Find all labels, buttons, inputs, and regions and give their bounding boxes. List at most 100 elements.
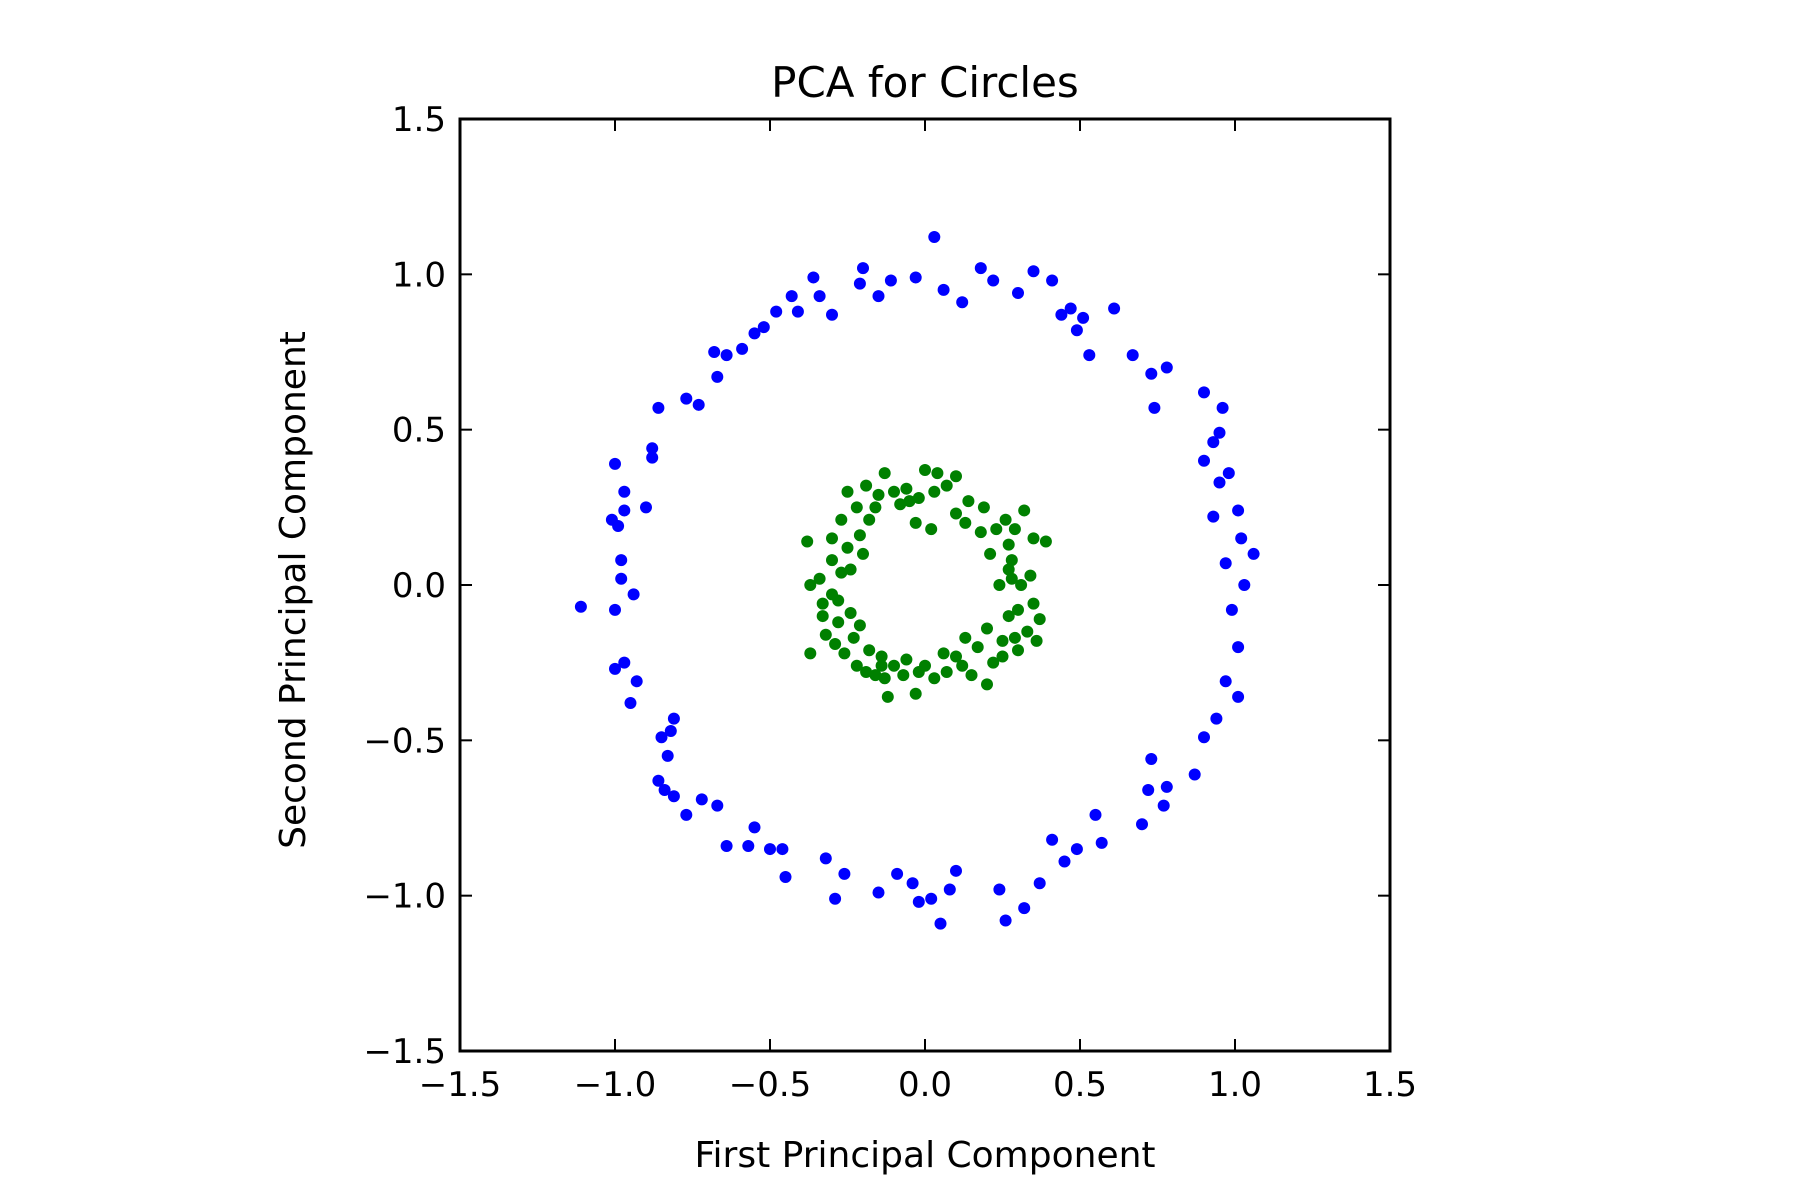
data-point	[1027, 597, 1040, 610]
data-point	[1232, 504, 1245, 517]
data-point	[1008, 523, 1021, 536]
data-point	[720, 839, 733, 852]
data-point	[1232, 690, 1245, 703]
data-point	[990, 523, 1003, 536]
data-point	[826, 554, 838, 567]
data-point	[909, 687, 922, 700]
data-point	[956, 659, 969, 672]
data-point	[891, 867, 904, 880]
data-point	[615, 572, 628, 585]
data-point	[925, 892, 938, 905]
data-point	[869, 669, 882, 682]
data-point	[646, 451, 659, 464]
data-point	[748, 327, 761, 340]
data-point	[1219, 675, 1232, 688]
y-tick-label: −1.5	[363, 1032, 446, 1072]
x-tick-label: −0.5	[729, 1065, 812, 1105]
data-point	[928, 231, 941, 244]
data-point	[770, 305, 783, 318]
data-point	[692, 398, 705, 411]
data-point	[965, 669, 978, 682]
data-point	[1033, 613, 1046, 626]
data-point	[801, 535, 814, 548]
data-point	[835, 513, 848, 526]
data-point	[826, 532, 838, 545]
data-point	[1232, 641, 1245, 654]
data-point	[987, 274, 1000, 287]
data-point	[974, 262, 987, 275]
data-point	[1027, 532, 1040, 545]
data-point	[680, 808, 693, 821]
data-point	[1012, 603, 1024, 616]
x-tick-label: −1.5	[419, 1065, 502, 1105]
data-point	[950, 507, 962, 520]
data-point	[609, 603, 621, 616]
data-point	[971, 641, 984, 654]
data-point	[950, 470, 962, 483]
data-point	[999, 513, 1012, 526]
y-tick-label: 0.5	[392, 411, 446, 451]
data-point	[605, 513, 618, 526]
data-point	[609, 662, 621, 675]
data-point	[860, 479, 873, 492]
data-point	[1002, 538, 1015, 551]
data-point	[872, 290, 885, 303]
data-point	[909, 516, 922, 529]
data-point	[1207, 436, 1220, 449]
data-point	[1005, 554, 1018, 567]
data-point	[937, 283, 950, 296]
data-point	[764, 843, 776, 856]
data-point	[711, 799, 724, 812]
data-point	[857, 262, 869, 275]
data-point	[1077, 311, 1090, 324]
data-point	[912, 492, 925, 505]
y-axis: −1.5 −1.0 −0.5 0.0 0.5 1.0 1.5	[363, 100, 1390, 1072]
data-point	[878, 467, 891, 480]
y-tick-label: 1.5	[392, 100, 446, 140]
data-point	[807, 271, 820, 284]
data-point	[1024, 569, 1037, 582]
y-tick-label: 1.0	[392, 255, 446, 295]
data-point	[742, 839, 755, 852]
data-point	[652, 401, 665, 414]
data-point	[878, 672, 891, 685]
data-point	[981, 622, 993, 635]
data-point	[1015, 579, 1028, 591]
y-axis-label: Second Principal Component	[273, 331, 314, 849]
data-point	[804, 647, 817, 660]
data-point	[881, 690, 894, 703]
y-tick-label: 0.0	[392, 566, 446, 606]
data-point	[658, 784, 671, 797]
data-point	[736, 342, 749, 355]
data-point	[667, 712, 680, 725]
data-point	[1207, 510, 1220, 523]
data-point	[919, 464, 931, 477]
data-point	[937, 647, 950, 660]
data-point	[928, 672, 941, 685]
data-point	[900, 482, 913, 495]
data-point	[791, 305, 804, 318]
data-point	[1008, 631, 1021, 644]
data-point	[720, 349, 733, 362]
data-point	[1198, 454, 1210, 467]
data-point	[1046, 274, 1059, 287]
data-point	[872, 886, 885, 899]
data-point	[1018, 504, 1031, 517]
data-point	[776, 843, 789, 856]
data-point	[804, 579, 817, 591]
data-point	[931, 467, 944, 480]
data-point	[977, 501, 990, 514]
data-point	[875, 650, 888, 663]
data-point	[993, 883, 1006, 896]
data-point	[909, 271, 922, 284]
data-point	[1002, 563, 1015, 576]
data-point	[1157, 799, 1170, 812]
data-point	[664, 725, 677, 738]
data-point	[1148, 401, 1161, 414]
data-point	[940, 479, 953, 492]
data-point	[863, 513, 876, 526]
data-point	[981, 678, 993, 691]
data-point	[757, 321, 770, 334]
data-point	[1213, 476, 1226, 489]
